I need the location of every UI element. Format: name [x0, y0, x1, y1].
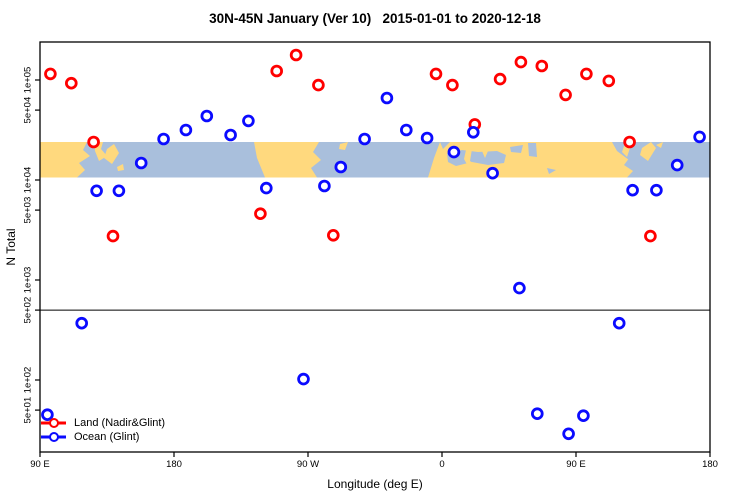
data-point	[134, 156, 148, 170]
data-point	[87, 135, 100, 149]
map-land-north-america	[254, 142, 321, 178]
map-land-japan-west	[104, 144, 119, 164]
data-point	[650, 183, 663, 197]
y-tick-label: 5e+04	[23, 97, 34, 124]
data-points-group	[41, 48, 706, 441]
data-point	[493, 72, 507, 86]
data-point	[297, 372, 310, 386]
y-tick-label: 1e+05	[23, 67, 34, 94]
legend-label-land: Land (Nadir&Glint)	[74, 417, 166, 429]
data-point	[486, 166, 499, 180]
data-point	[562, 427, 575, 441]
data-point	[670, 158, 684, 172]
data-point	[312, 78, 325, 92]
data-point	[626, 183, 639, 197]
data-point	[612, 316, 626, 330]
plot-frame	[39, 41, 711, 453]
map-land-nova-scotia	[339, 142, 348, 150]
data-point	[200, 109, 214, 123]
y-tick-label: 1e+02	[23, 367, 34, 394]
data-point	[530, 407, 544, 421]
data-point	[446, 78, 459, 92]
data-point	[157, 132, 170, 146]
map-land-eurasia-africa	[428, 142, 633, 178]
ocean-marker-icon	[40, 430, 67, 444]
data-point	[580, 67, 593, 81]
legend: Land (Nadir&Glint) Ocean (Glint)	[40, 416, 165, 444]
legend-item-land: Land (Nadir&Glint)	[40, 416, 165, 430]
data-point	[577, 409, 590, 423]
y-tick-label: 5e+03	[23, 197, 34, 224]
data-point	[224, 128, 237, 142]
data-point	[535, 59, 549, 73]
data-point	[466, 126, 480, 139]
map-sea-black	[510, 145, 523, 153]
data-point	[623, 135, 636, 149]
map-land-italy	[464, 149, 476, 168]
y-tick-label: 1e+04	[23, 167, 34, 194]
map-sea-biscay	[440, 142, 450, 149]
data-point	[358, 132, 371, 146]
x-tick-label: 180	[166, 459, 182, 470]
map-sea-persian-gulf	[547, 168, 556, 174]
data-point	[447, 145, 461, 159]
data-point	[41, 408, 54, 422]
data-point	[44, 67, 57, 81]
legend-item-ocean: Ocean (Glint)	[40, 430, 165, 444]
data-point	[90, 184, 103, 198]
data-point	[429, 67, 443, 81]
x-axis-title: Longitude (deg E)	[327, 477, 423, 491]
data-point	[420, 131, 434, 145]
x-tick-label: 90 E	[30, 459, 50, 470]
data-point	[75, 316, 88, 330]
map-land-hokkaido	[656, 142, 663, 148]
data-point	[326, 229, 340, 242]
map-land-greece	[482, 151, 488, 158]
x-tick-label: 0	[439, 459, 444, 470]
data-point	[513, 281, 526, 295]
x-tick-label: 90 E	[566, 459, 586, 470]
legend-label-ocean: Ocean (Glint)	[74, 431, 140, 443]
data-point	[242, 114, 255, 128]
data-point	[270, 64, 284, 78]
x-tick-label: 180	[702, 459, 718, 470]
data-point	[399, 123, 413, 137]
data-point	[106, 229, 120, 243]
data-point	[65, 76, 78, 90]
data-point	[514, 55, 528, 69]
data-point	[289, 48, 303, 62]
data-point	[559, 88, 572, 102]
data-point	[334, 160, 348, 174]
map-land-japan-east	[640, 142, 656, 161]
axis-ticks-group: 90 E 180 90 W 0 90 E 180 1e+05 5e+04 1e+04 5e+03 1…	[23, 67, 718, 470]
y-tick-label: 5e+02	[23, 297, 34, 324]
data-point	[254, 207, 267, 221]
data-point	[693, 130, 706, 144]
map-land-asia	[40, 142, 90, 178]
map-land-korea-east	[622, 146, 630, 157]
data-point	[318, 179, 331, 193]
chart-title: 30N-45N January (Ver 10) 2015-01-01 to 2…	[209, 11, 541, 26]
map-sea-mediterranean	[447, 150, 506, 166]
x-tick-label: 90 W	[297, 459, 319, 470]
data-point	[644, 229, 657, 243]
map-sea-caspian	[528, 143, 537, 157]
data-point	[259, 181, 273, 195]
y-tick-label: 1e+03	[23, 267, 34, 294]
y-tick-label: 5e+01	[23, 397, 34, 424]
data-point	[602, 74, 616, 88]
land-marker-icon	[40, 416, 67, 430]
data-point	[179, 123, 193, 137]
data-point	[112, 184, 126, 198]
world-map-band	[40, 142, 710, 178]
map-land-japan-south	[117, 164, 124, 171]
data-point	[380, 91, 394, 105]
